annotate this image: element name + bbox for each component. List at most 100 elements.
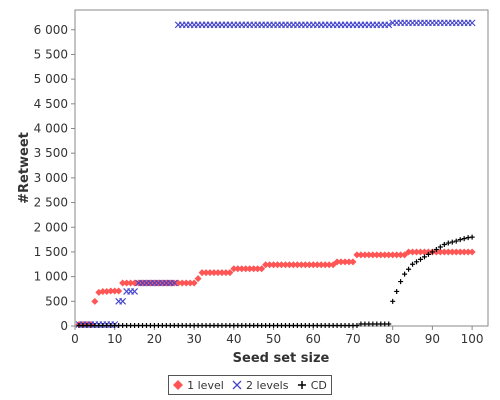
data-point-diamond xyxy=(297,261,305,269)
y-tick-label: 3 500 xyxy=(34,146,68,160)
y-tick-label: 5 500 xyxy=(34,47,68,61)
data-point-diamond xyxy=(456,248,464,256)
data-point-diamond xyxy=(250,265,258,273)
y-tick-label: 6 000 xyxy=(34,23,68,37)
plot-area xyxy=(74,9,489,327)
data-point-diamond xyxy=(413,248,421,256)
data-point-diamond xyxy=(198,269,206,277)
x-tick-label: 80 xyxy=(385,332,400,346)
data-point-diamond xyxy=(127,279,135,287)
series-1 xyxy=(75,248,476,329)
data-point-plus xyxy=(421,254,427,260)
data-point-diamond xyxy=(202,269,210,277)
data-point-plus xyxy=(414,259,420,265)
data-point-diamond xyxy=(325,261,333,269)
data-point-diamond xyxy=(337,258,345,266)
x-tick-label: 70 xyxy=(345,332,360,346)
y-tick-label: 4 500 xyxy=(34,97,68,111)
data-point-diamond xyxy=(111,287,119,295)
data-point-diamond xyxy=(357,251,365,259)
data-point-diamond xyxy=(186,279,194,287)
data-point-diamond xyxy=(222,269,230,277)
data-point-plus xyxy=(398,279,404,285)
data-point-diamond xyxy=(305,261,313,269)
legend-item-cd: CD xyxy=(297,379,327,392)
data-point-diamond xyxy=(373,251,381,259)
legend: 1 level 2 levels CD xyxy=(168,375,332,395)
data-point-plus xyxy=(453,238,459,244)
y-tick-label: 2 000 xyxy=(34,220,68,234)
data-point-plus xyxy=(406,266,412,272)
data-point-diamond xyxy=(274,261,282,269)
data-point-diamond xyxy=(246,265,254,273)
data-point-diamond xyxy=(365,251,373,259)
y-tick-label: 4 000 xyxy=(34,122,68,136)
data-point-diamond xyxy=(258,265,266,273)
data-point-diamond xyxy=(289,261,297,269)
data-point-diamond xyxy=(405,248,413,256)
data-point-plus xyxy=(469,234,475,240)
data-point-diamond xyxy=(389,251,397,259)
data-point-diamond xyxy=(210,269,218,277)
x-tick-label: 0 xyxy=(71,332,79,346)
y-axis-title: #Retweet xyxy=(17,132,32,204)
data-point-diamond xyxy=(115,287,123,295)
x-mark-icon xyxy=(232,380,242,390)
data-point-diamond xyxy=(409,248,417,256)
data-point-diamond xyxy=(230,265,238,273)
y-tick-label: 1 000 xyxy=(34,270,68,284)
x-tick-label: 30 xyxy=(186,332,201,346)
data-point-diamond xyxy=(214,269,222,277)
data-point-diamond xyxy=(266,261,274,269)
data-point-plus xyxy=(433,246,439,252)
data-point-diamond xyxy=(361,251,369,259)
data-point-diamond xyxy=(369,251,377,259)
data-point-diamond xyxy=(218,269,226,277)
data-point-diamond xyxy=(182,279,190,287)
diamond-icon xyxy=(173,380,184,390)
y-tick-label: 5 000 xyxy=(34,72,68,86)
data-point-diamond xyxy=(377,251,385,259)
data-point-diamond xyxy=(353,251,361,259)
data-point-plus xyxy=(354,323,360,329)
legend-label-2-levels: 2 levels xyxy=(246,378,289,392)
x-axis-title: Seed set size xyxy=(233,351,330,366)
x-tick-label: 10 xyxy=(107,332,122,346)
data-point-x xyxy=(131,288,138,295)
data-point-diamond xyxy=(119,279,127,287)
data-point-x xyxy=(468,19,476,27)
x-tick-label: 40 xyxy=(226,332,241,346)
series-3 xyxy=(76,234,475,329)
data-point-x xyxy=(170,279,178,287)
data-point-diamond xyxy=(420,248,428,256)
y-tick-label: 0 xyxy=(60,319,68,333)
x-tick-label: 20 xyxy=(147,332,162,346)
data-point-plus xyxy=(417,256,423,262)
y-tick-label: 2 500 xyxy=(34,196,68,210)
data-point-plus xyxy=(429,249,435,255)
data-point-plus xyxy=(394,288,400,294)
data-point-diamond xyxy=(301,261,309,269)
data-point-plus xyxy=(386,321,392,327)
x-tick-label: 100 xyxy=(461,332,484,346)
data-point-diamond xyxy=(321,261,329,269)
data-point-x xyxy=(385,21,393,29)
data-point-plus xyxy=(449,239,455,245)
data-point-x xyxy=(119,297,127,305)
data-point-plus xyxy=(410,261,416,267)
data-point-diamond xyxy=(262,261,270,269)
y-tick-label: 3 000 xyxy=(34,171,68,185)
data-point-diamond xyxy=(270,261,278,269)
data-point-diamond xyxy=(397,251,405,259)
data-point-diamond xyxy=(91,297,99,305)
data-point-diamond xyxy=(464,248,472,256)
legend-label-1-level: 1 level xyxy=(187,378,224,392)
data-point-diamond xyxy=(281,261,289,269)
data-points xyxy=(75,19,476,329)
data-point-diamond xyxy=(349,258,357,266)
data-point-diamond xyxy=(313,261,321,269)
data-point-diamond xyxy=(381,251,389,259)
data-point-diamond xyxy=(341,258,349,266)
data-point-diamond xyxy=(440,248,448,256)
